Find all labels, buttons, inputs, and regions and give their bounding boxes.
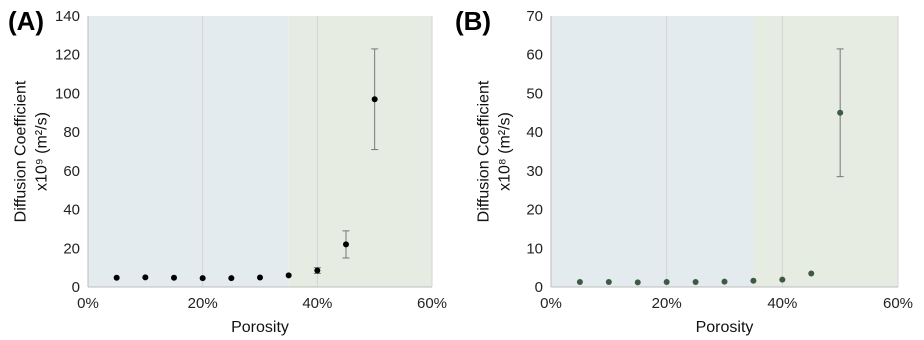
x-axis-title: Porosity — [231, 319, 289, 336]
y-tick-label: 10 — [526, 240, 543, 257]
y-tick-label: 60 — [63, 163, 80, 180]
y-tick-label: 140 — [55, 8, 80, 25]
x-axis-title: Porosity — [696, 319, 754, 336]
data-point — [576, 278, 583, 285]
y-tick-label: 50 — [526, 85, 543, 102]
data-point — [371, 96, 378, 103]
y-tick-label: 100 — [55, 85, 80, 102]
data-point — [779, 276, 786, 283]
y-tick-label: 20 — [63, 240, 80, 257]
data-point — [721, 278, 728, 285]
data-point — [228, 275, 235, 282]
y-axis-title: Diffusion Coefficient — [476, 80, 493, 222]
x-tick-label: 0% — [540, 295, 562, 312]
y-tick-label: 30 — [526, 163, 543, 180]
background-region — [551, 16, 754, 287]
data-point — [605, 278, 612, 285]
x-tick-label: 40% — [302, 295, 332, 312]
data-point — [113, 274, 120, 281]
y-tick-label: 0 — [535, 279, 543, 296]
data-point — [663, 278, 670, 285]
data-point — [808, 270, 815, 277]
y-tick-label: 40 — [526, 124, 543, 141]
data-point — [750, 277, 757, 284]
background-region — [288, 16, 432, 287]
data-point — [314, 267, 321, 274]
data-point — [634, 279, 641, 286]
y-axis-unit: x10⁹ (m²/s) — [34, 112, 51, 191]
panel-label: (A) — [8, 6, 44, 36]
data-point — [343, 241, 349, 248]
panel-label: (B) — [455, 6, 491, 36]
x-tick-label: 0% — [77, 295, 99, 312]
chart-panel-a: 0 20 40 60 80 100 120 140 0% 20% 40% 60% Porosity Dif… — [8, 6, 447, 336]
x-tick-label: 60% — [883, 295, 913, 312]
background-region — [88, 16, 289, 287]
data-point — [692, 278, 699, 285]
y-tick-label: 40 — [63, 202, 80, 219]
data-point — [837, 109, 844, 116]
y-tick-label: 80 — [63, 124, 80, 141]
background-region — [753, 16, 898, 287]
data-point — [285, 272, 292, 279]
data-point — [171, 274, 177, 281]
data-point — [257, 274, 263, 281]
chart-panel-b: 0 10 20 30 40 50 60 70 0% 20% 40% 60% Porosity Diffus… — [455, 6, 913, 336]
y-tick-label: 20 — [526, 202, 543, 219]
y-tick-label: 0 — [72, 279, 80, 296]
y-tick-label: 60 — [526, 47, 543, 64]
x-tick-label: 20% — [652, 295, 682, 312]
x-tick-label: 60% — [417, 295, 447, 312]
y-axis-unit: x10⁸ (m²/s) — [497, 112, 514, 191]
y-tick-label: 120 — [55, 47, 80, 64]
x-tick-label: 20% — [188, 295, 218, 312]
y-axis-title: Diffusion Coefficient — [13, 80, 30, 222]
x-tick-label: 40% — [767, 295, 797, 312]
data-point — [142, 274, 149, 281]
y-tick-label: 70 — [526, 8, 543, 25]
data-point — [199, 275, 206, 282]
